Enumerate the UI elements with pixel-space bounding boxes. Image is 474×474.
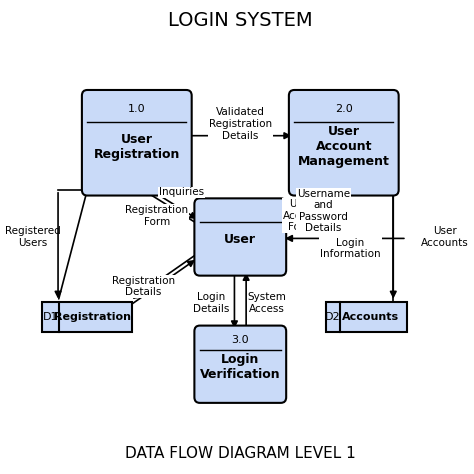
Text: Registration: Registration [54,312,131,322]
Text: Registration
Form: Registration Form [126,205,189,227]
Text: Accounts: Accounts [342,312,399,322]
Text: Registration
Details: Registration Details [112,276,175,297]
FancyBboxPatch shape [82,90,191,196]
Text: LOGIN SYSTEM: LOGIN SYSTEM [168,11,312,30]
Text: System
Access: System Access [248,292,287,314]
Bar [42,302,132,332]
Text: User
Accounts: User Accounts [421,226,469,248]
Text: User
Registration: User Registration [93,133,180,161]
Bar [326,302,407,332]
FancyBboxPatch shape [194,326,286,403]
Text: Registered
Users: Registered Users [5,226,60,248]
Text: 3.0: 3.0 [231,336,249,346]
FancyBboxPatch shape [289,90,399,196]
Text: 2.0: 2.0 [335,104,353,114]
Text: Login
Information: Login Information [320,237,381,259]
Text: User
Acount
Form: User Acount Form [283,199,319,232]
Text: User
Account
Management: User Account Management [298,125,390,168]
Text: Username
and
Password
Details: Username and Password Details [297,189,350,234]
Text: Inquiries: Inquiries [159,187,204,197]
Text: D1: D1 [43,312,58,322]
Text: Login
Verification: Login Verification [200,353,281,381]
Text: Validated
Registration
Details: Validated Registration Details [209,107,272,140]
Text: User: User [224,233,256,246]
FancyBboxPatch shape [194,198,286,276]
Text: 1.0: 1.0 [128,104,146,114]
Text: D2: D2 [325,312,341,322]
Text: Login
Details: Login Details [193,292,229,314]
Text: DATA FLOW DIAGRAM LEVEL 1: DATA FLOW DIAGRAM LEVEL 1 [125,446,356,461]
